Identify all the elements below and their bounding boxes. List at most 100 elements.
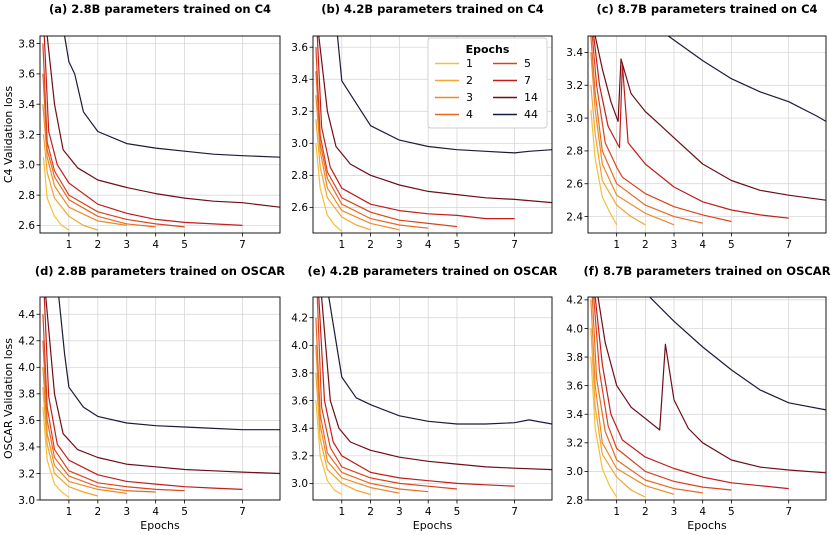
y-tick-label: 3.4: [566, 409, 583, 421]
x-tick-label: 1: [613, 506, 620, 518]
y-tick-label: 3.4: [291, 423, 308, 435]
series-group: [590, 36, 826, 226]
x-tick-label: 4: [699, 239, 706, 251]
y-tick-label: 3.8: [18, 389, 35, 401]
panel-6: 1 2 3 4 5 7 2.8 3.0 3.2 3.4 3.6 3.8 4.0 4.2 (f) 8.7B p…: [566, 264, 830, 532]
series-line-4-epochs: [315, 71, 429, 229]
x-tick-label: 3: [396, 506, 403, 518]
legend-label-2: 2: [466, 74, 473, 87]
y-tick-label: 3.0: [566, 113, 583, 125]
x-tick-label: 2: [94, 506, 101, 518]
x-tick-label: 2: [367, 506, 374, 518]
plot-frame: [587, 296, 827, 501]
y-tick-label: 4.2: [18, 336, 35, 348]
x-tick-label: 3: [123, 506, 130, 518]
x-tick-label: 7: [239, 506, 246, 518]
y-tick-label: 2.8: [18, 190, 35, 202]
panel-4: 1 2 3 4 5 7 3.0 3.2 3.4 3.6 3.8 4.0 4.2 4.4 (d) 2.8B p…: [2, 264, 285, 532]
legend-title: Epochs: [466, 43, 510, 56]
y-tick-label: 2.8: [291, 170, 308, 182]
panel-3: 1 2 3 4 5 7 2.4 2.6 2.8 3.0 3.2 3.4 (c) 8.7B paramet…: [566, 2, 827, 251]
y-tick-label: 3.0: [18, 495, 35, 507]
series-line-44-epochs: [58, 297, 280, 431]
y-tick-label: 3.0: [566, 466, 583, 478]
y-tick-label: 3.6: [566, 380, 583, 392]
series-line-5-epochs: [315, 47, 458, 228]
y-tick-label: 2.6: [18, 220, 35, 232]
series-line-4-epochs: [315, 317, 429, 493]
y-tick-label: 3.8: [566, 352, 583, 364]
y-tick-label: 2.4: [566, 211, 583, 223]
x-tick-label: 4: [425, 239, 432, 251]
y-tick-label: 3.6: [291, 42, 308, 54]
series-line-7-epochs: [594, 297, 789, 490]
x-tick-label: 5: [454, 506, 461, 518]
series-line-4-epochs: [42, 73, 156, 228]
panel-2: 1 2 3 4 5 7 2.6 2.8 3.0 3.2 3.4 3.6 (b) 4.2B paramet…: [291, 2, 553, 251]
series-line-1-epochs: [315, 400, 343, 496]
series-line-1-epochs: [315, 143, 343, 232]
panel-title: (f) 8.7B parameters trained on OSCAR: [583, 264, 830, 278]
y-tick-label: 3.4: [291, 74, 308, 86]
legend-label-14: 14: [524, 91, 538, 104]
y-tick-label: 3.0: [18, 160, 35, 172]
x-tick-label: 4: [699, 506, 706, 518]
series-line-3-epochs: [590, 299, 675, 495]
y-tick-label: 3.8: [18, 38, 35, 50]
y-tick-label: 4.2: [566, 295, 583, 307]
y-tick-label: 4.0: [18, 362, 35, 374]
series-line-44-epochs: [649, 297, 826, 411]
series-line-14-epochs: [321, 297, 552, 471]
x-tick-label: 5: [181, 239, 188, 251]
series-line-3-epochs: [315, 345, 400, 494]
series-line-7-epochs: [318, 297, 515, 487]
y-tick-label: 3.0: [291, 478, 308, 490]
y-tick-label: 3.2: [566, 80, 583, 92]
x-tick-label: 4: [152, 506, 159, 518]
y-tick-label: 3.6: [291, 395, 308, 407]
panel-1: 1 2 3 4 5 7 2.6 2.8 3.0 3.2 3.4 3.6 3.8 (a) 2.8B para…: [2, 2, 281, 251]
panel-title: (c) 8.7B parameters trained on C4: [596, 2, 817, 16]
series-line-2-epochs: [42, 387, 98, 497]
series-line-14-epochs: [45, 297, 280, 475]
series-line-4-epochs: [591, 297, 703, 494]
y-tick-label: 4.0: [291, 340, 308, 352]
x-tick-label: 2: [642, 239, 649, 251]
series-line-3-epochs: [590, 52, 675, 226]
x-axis-label: Epochs: [413, 519, 453, 532]
series-line-5-epochs: [42, 314, 185, 492]
series-line-7-epochs: [316, 36, 515, 220]
series-line-2-epochs: [315, 119, 371, 231]
x-tick-label: 1: [338, 239, 345, 251]
series-group: [42, 297, 280, 498]
plot-frame: [312, 296, 553, 501]
x-tick-label: 3: [396, 239, 403, 251]
series-group: [315, 36, 552, 232]
series-line-14-epochs: [597, 297, 826, 474]
series-line-1-epochs: [590, 356, 618, 498]
series-line-14-epochs: [46, 36, 280, 208]
y-tick-label: 2.8: [566, 495, 583, 507]
legend-label-3: 3: [466, 91, 473, 104]
series-line-7-epochs: [43, 36, 243, 226]
series-line-3-epochs: [42, 104, 127, 226]
series-group: [315, 297, 552, 496]
series-line-44-epochs: [336, 36, 552, 154]
panel-title: (b) 4.2B parameters trained on C4: [321, 2, 544, 16]
series-line-3-epochs: [315, 95, 400, 231]
x-tick-label: 5: [728, 506, 735, 518]
series-line-5-epochs: [591, 36, 732, 223]
x-tick-label: 5: [728, 239, 735, 251]
series-line-2-epochs: [42, 134, 98, 231]
y-tick-label: 2.8: [566, 146, 583, 158]
series-group: [590, 297, 826, 498]
x-tick-label: 3: [123, 239, 130, 251]
series-line-14-epochs: [318, 36, 552, 204]
legend-label-1: 1: [466, 57, 473, 70]
series-line-4-epochs: [590, 36, 703, 224]
legend-label-4: 4: [466, 108, 473, 121]
y-axis-label: OSCAR Validation loss: [2, 338, 15, 459]
y-tick-label: 2.6: [291, 202, 308, 214]
series-line-1-epochs: [42, 407, 70, 498]
